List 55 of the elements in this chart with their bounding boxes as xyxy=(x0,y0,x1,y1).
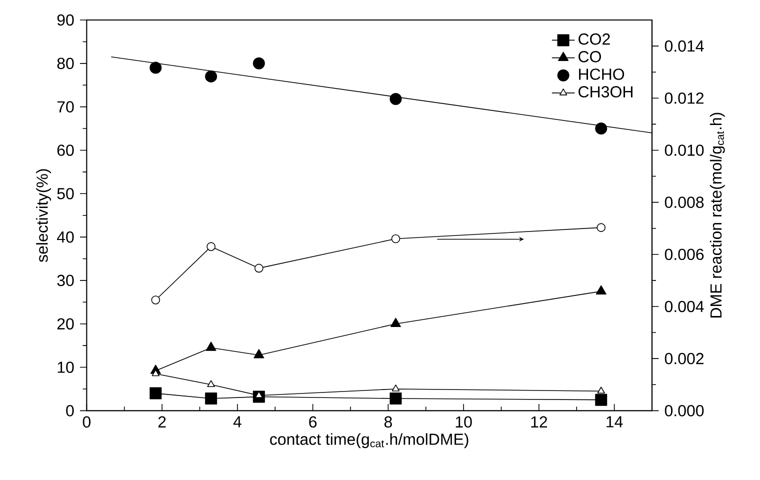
point xyxy=(391,234,400,244)
point xyxy=(596,223,606,232)
x-tick-label: 2 xyxy=(158,416,166,428)
point xyxy=(252,57,265,70)
legend-label: HCHO xyxy=(579,68,624,80)
y2-tick-label: 0.008 xyxy=(664,196,704,208)
y-tick-label: 0 xyxy=(66,405,74,416)
legend-label: CH3OH xyxy=(578,86,632,98)
y2-axis-title: DME reaction rate(mol/g$_{cat}$.h) xyxy=(710,112,725,318)
y-tick-label: 10 xyxy=(58,362,74,373)
legend-label: CO xyxy=(578,51,601,62)
y2-tick-label: 0.014 xyxy=(664,40,704,52)
y-axis-title: selectivity(%) xyxy=(36,169,52,262)
y-tick-label: 60 xyxy=(57,144,74,156)
point xyxy=(390,93,402,106)
x-tick-label: 8 xyxy=(384,416,392,428)
y2-tick-label: 0.000 xyxy=(664,405,704,416)
legend-label: CO2 xyxy=(578,33,610,45)
x-tick-label: 4 xyxy=(233,416,242,428)
y2-tick-label: 0.006 xyxy=(664,248,704,260)
x-tick-label: 12 xyxy=(531,416,548,428)
y-tick-label: 90 xyxy=(57,14,74,26)
point xyxy=(597,386,605,394)
point xyxy=(206,342,216,351)
y-tick-label: 70 xyxy=(57,101,74,112)
y2-tick-label: 0.012 xyxy=(664,92,704,104)
point xyxy=(206,242,216,251)
x-tick-label: 0 xyxy=(82,416,91,428)
point xyxy=(150,62,162,74)
point xyxy=(205,70,218,82)
point xyxy=(392,384,400,392)
point xyxy=(150,387,162,400)
y-tick-label: 80 xyxy=(57,58,74,70)
y-tick-label: 50 xyxy=(57,188,74,200)
point xyxy=(254,349,264,358)
y-tick-label: 20 xyxy=(57,318,74,330)
point xyxy=(595,394,608,406)
point xyxy=(205,392,218,405)
x-tick-label: 10 xyxy=(456,416,472,428)
y-tick-label: 40 xyxy=(56,231,74,243)
point xyxy=(255,391,263,398)
x-axis-title: contact time(g$_{cat}$.h/molDME) xyxy=(270,433,468,448)
point xyxy=(151,296,160,304)
y2-tick-label: 0.010 xyxy=(664,144,704,156)
point xyxy=(254,264,264,273)
point xyxy=(595,122,608,135)
x-tick-label: 14 xyxy=(606,416,623,428)
y2-tick-label: 0.002 xyxy=(664,352,704,364)
point xyxy=(596,285,606,294)
point xyxy=(390,392,402,405)
y2-tick-label: 0.004 xyxy=(664,300,704,312)
y-tick-label: 30 xyxy=(57,274,74,286)
point xyxy=(207,380,215,388)
point xyxy=(390,318,401,328)
x-tick-label: 6 xyxy=(309,416,317,428)
